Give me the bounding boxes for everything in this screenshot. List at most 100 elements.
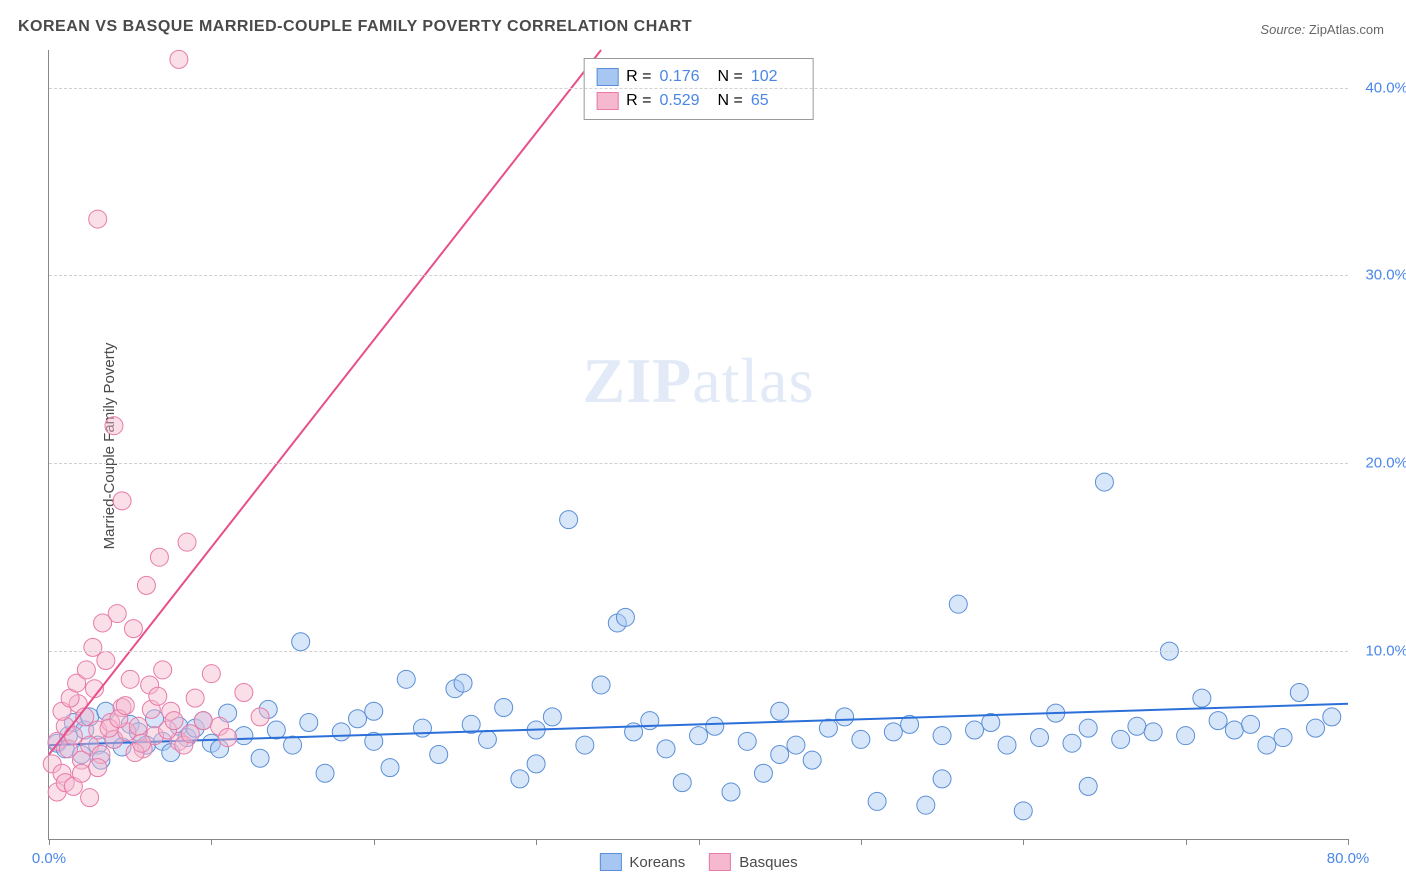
stats-row-koreans: R = 0.176 N = 102 — [596, 65, 801, 89]
scatter-point — [186, 689, 204, 707]
scatter-point — [1209, 712, 1227, 730]
ytick-label: 20.0% — [1353, 455, 1406, 472]
scatter-point — [852, 730, 870, 748]
scatter-point — [267, 721, 285, 739]
scatter-point — [933, 770, 951, 788]
scatter-point — [251, 749, 269, 767]
scatter-point — [81, 789, 99, 807]
scatter-point — [97, 652, 115, 670]
N-label: N = — [718, 89, 743, 113]
source-attribution: Source: ZipAtlas.com — [1260, 22, 1384, 37]
scatter-point — [202, 665, 220, 683]
legend-item-basques: Basques — [709, 853, 797, 871]
scatter-point — [690, 727, 708, 745]
scatter-point — [300, 714, 318, 732]
scatter-point — [1307, 719, 1325, 737]
stats-row-basques: R = 0.529 N = 65 — [596, 89, 801, 113]
gridline-h — [49, 275, 1348, 276]
R-value-koreans: 0.176 — [660, 65, 710, 89]
scatter-point — [1128, 717, 1146, 735]
scatter-point — [284, 736, 302, 754]
R-value-basques: 0.529 — [660, 89, 710, 113]
scatter-point — [94, 614, 112, 632]
scatter-point — [170, 50, 188, 68]
scatter-point — [998, 736, 1016, 754]
ytick-label: 10.0% — [1353, 643, 1406, 660]
scatter-point — [592, 676, 610, 694]
scatter-point — [884, 723, 902, 741]
R-label: R = — [626, 65, 651, 89]
scatter-point — [478, 730, 496, 748]
scatter-point — [917, 796, 935, 814]
swatch-koreans — [596, 68, 618, 86]
scatter-point — [657, 740, 675, 758]
scatter-point — [1323, 708, 1341, 726]
scatter-point — [235, 727, 253, 745]
scatter-point — [116, 697, 134, 715]
gridline-h — [49, 88, 1348, 89]
scatter-point — [1079, 719, 1097, 737]
swatch-basques — [596, 92, 618, 110]
xtick — [211, 839, 212, 845]
scatter-point — [181, 725, 199, 743]
legend-item-koreans: Koreans — [599, 853, 685, 871]
scatter-point — [706, 717, 724, 735]
scatter-point — [133, 734, 151, 752]
scatter-point — [77, 661, 95, 679]
legend-swatch-basques — [709, 853, 731, 871]
scatter-point — [527, 755, 545, 773]
scatter-point — [1290, 683, 1308, 701]
scatter-point — [332, 723, 350, 741]
scatter-point — [381, 759, 399, 777]
N-label: N = — [718, 65, 743, 89]
legend-label-koreans: Koreans — [629, 854, 685, 871]
scatter-point — [105, 417, 123, 435]
scatter-point — [576, 736, 594, 754]
scatter-point — [397, 670, 415, 688]
scatter-point — [292, 633, 310, 651]
scatter-point — [949, 595, 967, 613]
scatter-point — [349, 710, 367, 728]
scatter-point — [194, 712, 212, 730]
scatter-point — [933, 727, 951, 745]
scatter-point — [1274, 729, 1292, 747]
legend-swatch-koreans — [599, 853, 621, 871]
scatter-point — [150, 548, 168, 566]
scatter-point — [413, 719, 431, 737]
xtick — [861, 839, 862, 845]
scatter-point — [495, 699, 513, 717]
R-label: R = — [626, 89, 651, 113]
scatter-point — [1225, 721, 1243, 739]
legend-label-basques: Basques — [739, 854, 797, 871]
N-value-basques: 65 — [751, 89, 801, 113]
gridline-h — [49, 651, 1348, 652]
scatter-point — [89, 210, 107, 228]
scatter-point — [1014, 802, 1032, 820]
scatter-point — [722, 783, 740, 801]
scatter-point — [511, 770, 529, 788]
scatter-point — [1258, 736, 1276, 754]
scatter-point — [616, 608, 634, 626]
scatter-point — [868, 792, 886, 810]
xtick — [536, 839, 537, 845]
ytick-label: 40.0% — [1353, 79, 1406, 96]
plot-area: ZIPatlas R = 0.176 N = 102 R = 0.529 N =… — [48, 50, 1348, 840]
scatter-point — [771, 745, 789, 763]
scatter-point — [454, 674, 472, 692]
scatter-point — [771, 702, 789, 720]
scatter-point — [251, 708, 269, 726]
scatter-point — [560, 511, 578, 529]
legend-bottom: Koreans Basques — [599, 853, 797, 871]
scatter-point — [1030, 729, 1048, 747]
source-label: Source: — [1260, 22, 1305, 37]
scatter-point — [72, 764, 90, 782]
scatter-point — [129, 717, 147, 735]
scatter-point — [219, 729, 237, 747]
scatter-point — [1095, 473, 1113, 491]
scatter-point — [113, 492, 131, 510]
source-name: ZipAtlas.com — [1309, 22, 1384, 37]
xtick-label: 80.0% — [1327, 850, 1370, 867]
scatter-point — [89, 759, 107, 777]
scatter-point — [121, 670, 139, 688]
xtick — [699, 839, 700, 845]
